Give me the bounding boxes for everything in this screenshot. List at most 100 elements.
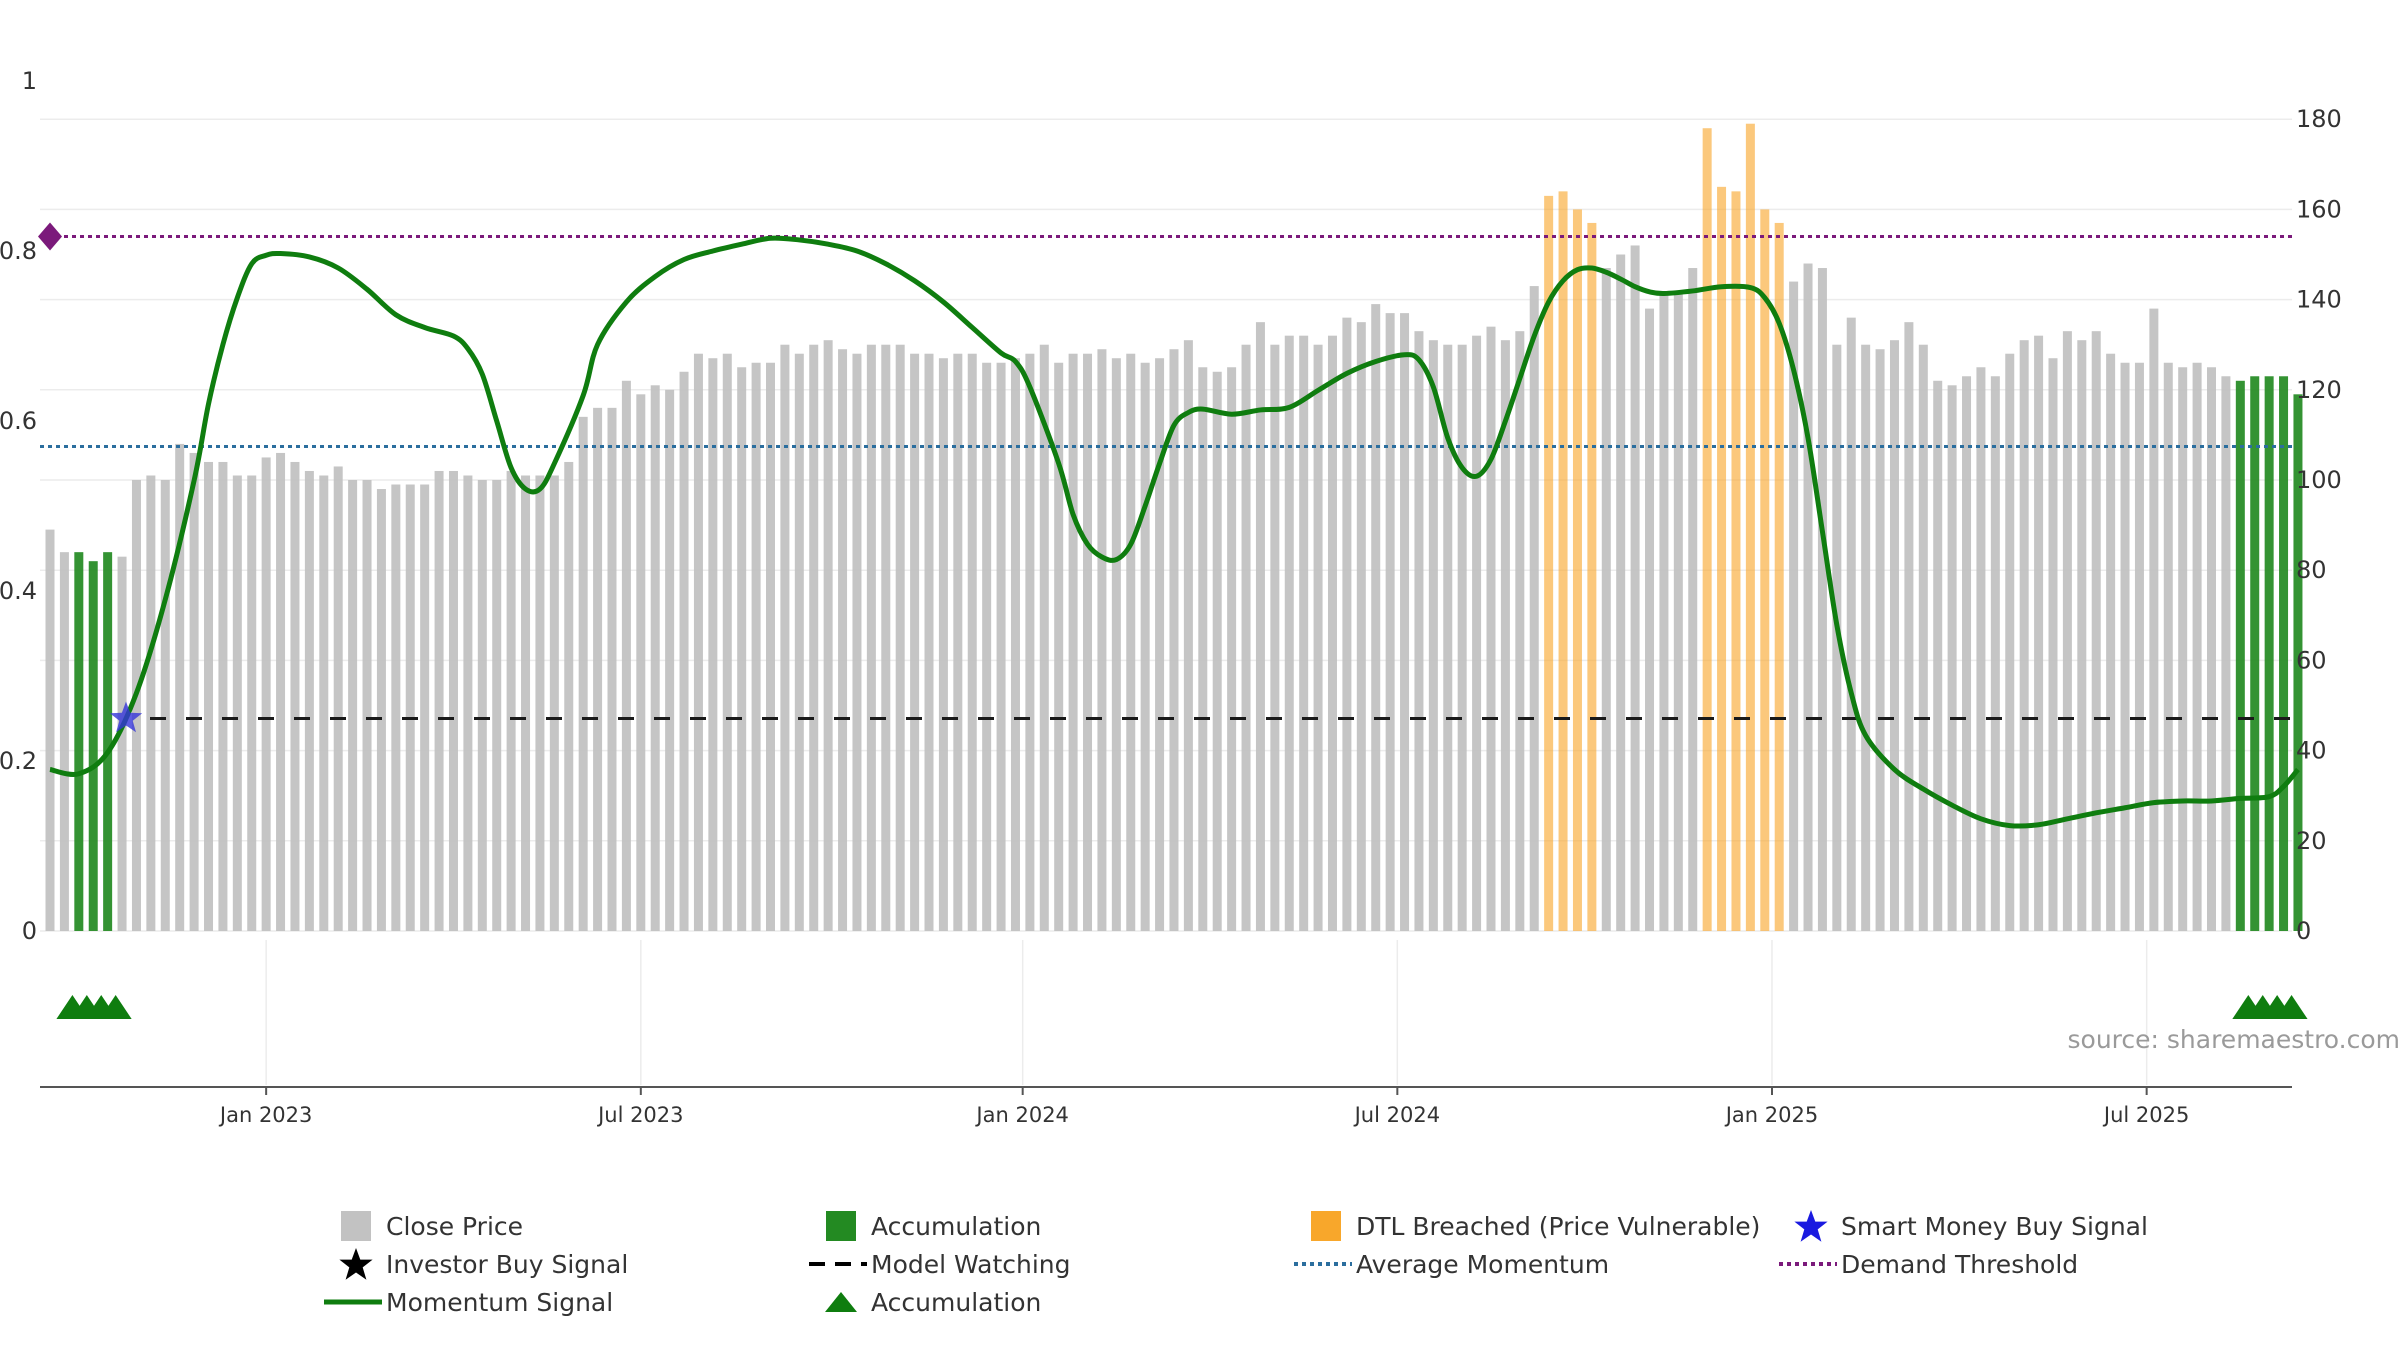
close-price-bar	[1846, 317, 1856, 931]
close-price-bar	[2091, 331, 2101, 931]
left-axis-tick-label: 0.8	[0, 237, 37, 265]
signal-markers	[38, 222, 2308, 1019]
close-price-bar	[218, 461, 228, 931]
legend-item-model-watching[interactable]: Model Watching	[805, 1246, 1071, 1282]
close-price-bar	[953, 353, 963, 932]
close-price-bar	[1212, 371, 1222, 931]
close-price-bar	[1457, 344, 1467, 931]
close-price-bar	[1054, 362, 1064, 931]
close-price-bar	[1155, 358, 1165, 932]
close-price-bar	[1472, 335, 1482, 931]
dtl-breached-bar	[1572, 209, 1582, 931]
x-axis-tick-label: Jul 2023	[596, 1103, 683, 1127]
close-price-bar	[1645, 308, 1655, 931]
close-price-bar	[1140, 362, 1150, 931]
close-price-bar	[1630, 245, 1640, 932]
close-price-bar	[650, 385, 660, 931]
close-price-bar	[232, 475, 242, 931]
close-price-bar	[737, 367, 747, 931]
right-axis-tick-label: 120	[2296, 376, 2342, 404]
source-credit: source: sharemaestro.com	[2068, 1025, 2400, 1054]
close-price-bar	[996, 362, 1006, 931]
right-axis-tick-label: 20	[2296, 827, 2327, 855]
demand-threshold-diamond	[38, 222, 62, 251]
grid-lines	[40, 118, 2292, 1085]
close-price-bar	[1414, 331, 1424, 931]
legend-black-dash-icon	[805, 1246, 871, 1282]
close-price-bar	[261, 457, 271, 931]
legend-item-smart-money-buy[interactable]: Smart Money Buy Signal	[1775, 1208, 2148, 1244]
close-price-bar	[391, 484, 401, 931]
accumulation-bar	[103, 552, 113, 931]
legend-purple-dotted-line-icon	[1775, 1246, 1841, 1282]
close-price-bar	[1400, 313, 1410, 931]
close-price-bar	[477, 480, 487, 931]
left-axis-tick-label: 0.4	[0, 577, 37, 605]
accumulation-bar	[2235, 380, 2245, 931]
close-price-bar	[1861, 344, 1871, 931]
legend-gray-square-icon	[320, 1208, 386, 1244]
close-price-bar	[1342, 317, 1352, 931]
close-price-bar	[910, 353, 920, 932]
close-price-bar	[362, 480, 372, 931]
close-price-bar	[1111, 358, 1121, 932]
close-price-bar	[751, 362, 761, 931]
close-price-bar	[2077, 340, 2087, 931]
close-price-bar	[59, 552, 69, 931]
left-axis-tick-label: 0	[22, 917, 37, 945]
close-price-bar	[938, 358, 948, 932]
close-price-bar	[2048, 358, 2058, 932]
momentum-signal-line	[49, 235, 2300, 829]
close-price-bar	[492, 480, 502, 931]
close-price-bar	[766, 362, 775, 931]
right-axis-tick-label: 160	[2296, 195, 2342, 223]
accumulation-triangle	[2275, 995, 2308, 1019]
close-price-bar	[131, 480, 141, 931]
close-price-bar	[693, 353, 703, 932]
close-price-bar	[982, 362, 992, 931]
close-price-bar	[549, 475, 559, 931]
dtl-breached-bar	[1774, 222, 1784, 931]
legend-item-accumulation-marker[interactable]: Accumulation	[805, 1284, 1041, 1320]
close-price-bar	[1270, 344, 1280, 931]
close-price-bar	[319, 475, 329, 931]
close-price-bar	[1385, 313, 1395, 931]
close-price-bar	[2207, 367, 2216, 931]
legend-label: Accumulation	[871, 1287, 1042, 1317]
dtl-breached-bar	[1587, 222, 1597, 931]
close-price-bar	[175, 443, 185, 931]
close-price-bar	[1500, 340, 1510, 931]
close-price-bar	[1198, 367, 1208, 931]
legend-green-square-icon	[805, 1208, 871, 1244]
legend-item-dtl-breached[interactable]: DTL Breached (Price Vulnerable)	[1290, 1208, 1760, 1244]
close-price-bar	[276, 452, 286, 931]
smart-money-buy-star	[109, 701, 143, 733]
close-price-bar	[621, 380, 631, 931]
legend-item-momentum-signal[interactable]: Momentum Signal	[320, 1284, 613, 1320]
close-price-bar	[1327, 335, 1337, 931]
legend-black-star-icon	[320, 1246, 386, 1282]
close-price-bar	[448, 470, 458, 931]
accumulation-bar	[88, 561, 98, 931]
legend-orange-square-icon	[1290, 1208, 1356, 1244]
close-price-bar	[117, 556, 127, 931]
close-price-bar	[564, 461, 574, 931]
legend-item-accumulation[interactable]: Accumulation	[805, 1208, 1041, 1244]
legend-label: DTL Breached (Price Vulnerable)	[1356, 1211, 1761, 1241]
x-axis-tick-label: Jan 2024	[974, 1103, 1069, 1127]
legend-item-close-price[interactable]: Close Price	[320, 1208, 523, 1244]
x-axis-tick-label: Jul 2025	[2102, 1103, 2189, 1127]
close-price-bar	[1947, 385, 1957, 931]
left-axis-tick-label: 0.6	[0, 407, 37, 435]
legend-item-average-momentum[interactable]: Average Momentum	[1290, 1246, 1609, 1282]
legend-green-triangle-icon	[805, 1284, 871, 1320]
close-price-bar	[1183, 340, 1193, 931]
legend-item-investor-buy[interactable]: Investor Buy Signal	[320, 1246, 628, 1282]
legend-green-line-icon	[320, 1284, 386, 1320]
legend-item-demand-threshold[interactable]: Demand Threshold	[1775, 1246, 2078, 1282]
momentum-chart: 0 0.2 0.4 0.6 0.8 1 0 20 40 60 80 100 120 140 160 180 Ja…	[0, 67, 2400, 1127]
close-price-bar	[2221, 376, 2231, 931]
close-price-bar	[189, 452, 199, 931]
accumulation-triangle	[99, 995, 132, 1019]
close-price-bar	[1083, 353, 1093, 932]
